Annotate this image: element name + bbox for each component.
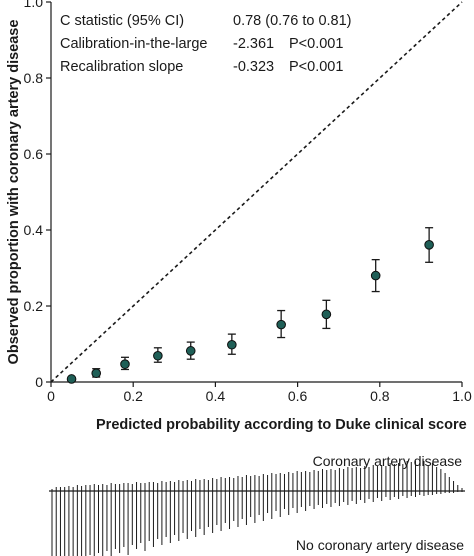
y-tick-label: 0.8 [24, 70, 44, 86]
data-point [153, 350, 163, 361]
stat-p-calibration: P<0.001 [289, 36, 343, 52]
distribution-top-spikes [51, 461, 463, 491]
data-point [185, 346, 196, 356]
x-axis-label: Predicted probability according to Duke … [96, 417, 467, 433]
x-tick-label: 1.0 [452, 388, 472, 404]
y-tick-label: 0 [35, 374, 43, 390]
distribution-plot: Coronary artery disease No coronary arte… [49, 453, 465, 556]
y-axis-ticks: 0 0.2 0.4 0.6 0.8 1.0 [24, 0, 51, 390]
stat-label-c-statistic: C statistic (95% CI) [60, 13, 184, 29]
distribution-top-label: Coronary artery disease [313, 453, 463, 469]
stat-value-recalibration: -0.323 [233, 59, 274, 75]
stat-value-c-statistic: 0.78 (0.76 to 0.81) [233, 13, 352, 29]
data-point [66, 374, 77, 384]
y-axis-label: Observed proportion with coronary artery… [6, 20, 22, 365]
stat-value-calibration: -2.361 [233, 36, 274, 52]
x-tick-label: 0 [47, 388, 55, 404]
stat-label-recalibration: Recalibration slope [60, 59, 183, 75]
y-tick-label: 0.4 [24, 222, 44, 238]
data-point [91, 368, 102, 379]
x-tick-label: 0.8 [370, 388, 390, 404]
x-tick-label: 0.4 [206, 388, 226, 404]
data-point [276, 319, 286, 330]
data-point [227, 339, 237, 350]
x-tick-label: 0.6 [288, 388, 308, 404]
data-point [424, 240, 434, 250]
y-tick-label: 0.6 [24, 146, 44, 162]
reference-diagonal-line [50, 1, 463, 383]
stat-p-recalibration: P<0.001 [289, 59, 343, 75]
statistics-table: C statistic (95% CI) 0.78 (0.76 to 0.81)… [60, 13, 352, 75]
x-axis-ticks: 0 0.2 0.4 0.6 0.8 1.0 [47, 382, 472, 404]
distribution-bottom-label: No coronary artery disease [296, 537, 464, 553]
y-tick-label: 1.0 [24, 0, 44, 10]
distribution-bottom-spikes [51, 491, 463, 556]
data-point [321, 309, 332, 320]
data-point [370, 270, 381, 281]
data-point [120, 359, 130, 369]
stat-label-calibration: Calibration-in-the-large [60, 36, 208, 52]
y-tick-label: 0.2 [24, 298, 44, 314]
x-tick-label: 0.2 [123, 388, 143, 404]
data-points [66, 227, 434, 384]
